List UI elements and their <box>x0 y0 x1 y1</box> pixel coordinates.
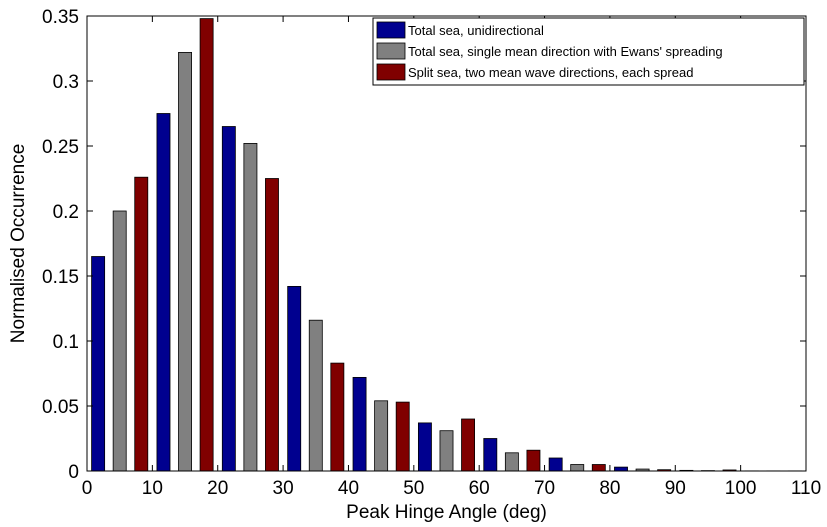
y-tick-label: 0.15 <box>42 267 79 288</box>
y-tick-label: 0.35 <box>42 7 79 28</box>
bar-s3-bin8 <box>592 465 605 472</box>
y-tick-label: 0 <box>68 462 79 483</box>
bar-s2-bin8 <box>571 465 584 472</box>
y-tick-label: 0.2 <box>53 202 79 223</box>
bar-s3-bin2 <box>200 19 213 471</box>
legend-swatch-1 <box>377 22 405 38</box>
x-tick-label: 30 <box>273 478 294 499</box>
bar-s2-bin1 <box>113 211 126 471</box>
y-tick-label: 0.3 <box>53 72 79 93</box>
x-tick-label: 10 <box>142 478 163 499</box>
bar-s3-bin1 <box>135 177 148 471</box>
y-axis-title: Normalised Occurrence <box>8 144 29 344</box>
legend-label-2: Total sea, single mean direction with Ew… <box>408 44 723 59</box>
x-tick-label: 80 <box>599 478 620 499</box>
bar-s1-bin4 <box>288 286 301 471</box>
x-tick-label: 50 <box>403 478 424 499</box>
x-tick-label: 0 <box>82 478 93 499</box>
bar-s1-bin6 <box>418 423 431 471</box>
bar-s2-bin7 <box>505 453 518 471</box>
bar-s1-bin3 <box>222 127 235 472</box>
legend-swatch-3 <box>377 64 405 80</box>
legend-label-1: Total sea, unidirectional <box>408 23 544 38</box>
bar-s2-bin3 <box>244 143 257 471</box>
bar-s3-bin4 <box>331 363 344 471</box>
x-tick-label: 40 <box>338 478 359 499</box>
bar-s1-bin5 <box>353 377 366 471</box>
bar-s1-bin1 <box>92 257 105 472</box>
x-tick-label: 70 <box>534 478 555 499</box>
bar-s2-bin5 <box>375 401 388 471</box>
legend-swatch-2 <box>377 43 405 59</box>
x-tick-label: 90 <box>665 478 686 499</box>
bar-s2-bin6 <box>440 431 453 471</box>
legend-label-3: Split sea, two mean wave directions, eac… <box>408 65 693 80</box>
bar-s3-bin5 <box>396 402 409 471</box>
bar-s2-bin2 <box>179 52 192 471</box>
x-axis-title: Peak Hinge Angle (deg) <box>346 502 547 522</box>
bar-s1-bin2 <box>157 114 170 472</box>
y-tick-label: 0.1 <box>53 332 79 353</box>
x-tick-label: 110 <box>791 478 821 499</box>
bar-s3-bin6 <box>462 419 475 471</box>
y-tick-label: 0.25 <box>42 137 79 158</box>
bars-layer <box>92 19 802 471</box>
bar-s1-bin9 <box>614 467 627 471</box>
bar-s2-bin4 <box>309 320 322 471</box>
bar-s1-bin8 <box>549 458 562 471</box>
bar-s3-bin3 <box>265 179 278 472</box>
x-tick-label: 100 <box>725 478 757 499</box>
bar-s1-bin7 <box>484 439 497 472</box>
legend: Total sea, unidirectional Total sea, sing… <box>373 18 804 85</box>
bar-s3-bin7 <box>527 450 540 471</box>
x-tick-label: 20 <box>207 478 228 499</box>
x-tick-label: 60 <box>469 478 490 499</box>
y-tick-label: 0.05 <box>42 397 79 418</box>
